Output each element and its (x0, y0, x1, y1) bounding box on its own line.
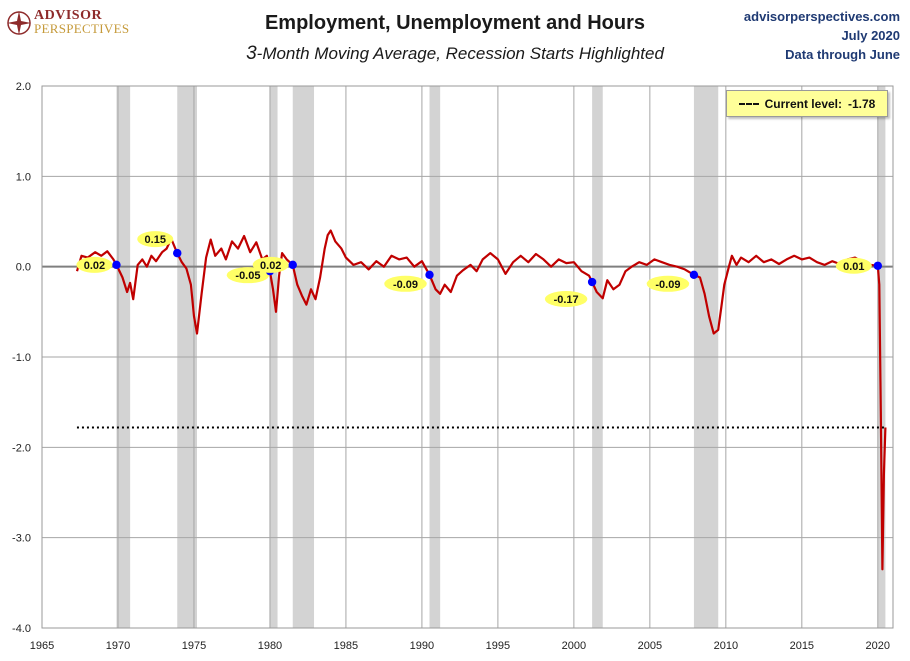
callout-bubble (226, 267, 270, 284)
x-axis-ticks: 1965 1970 1975 1980 1985 1990 1995 2000 2005 2010… (30, 640, 890, 652)
y-tick-label: 1.0 (16, 171, 31, 183)
callout-label: 0.02 (260, 260, 281, 272)
x-tick-label: 1970 (106, 640, 130, 652)
x-tick-label: 1980 (258, 640, 282, 652)
compass-rose-icon (7, 11, 31, 35)
callout-bubble (137, 231, 174, 248)
x-tick-label: 1995 (486, 640, 510, 652)
recession-start-marker (112, 260, 121, 270)
callout-bubble (646, 275, 690, 292)
series-line (75, 229, 887, 571)
source-block: advisorperspectives.com July 2020 Data t… (744, 7, 900, 64)
callout-label: -0.05 (235, 270, 260, 282)
source-site: advisorperspectives.com (743, 9, 900, 24)
x-tick-label: 2020 (866, 640, 890, 652)
callout-bubble (544, 291, 588, 308)
legend: Current level: -1.78 (726, 90, 888, 117)
callout-bubble (384, 275, 427, 292)
recession-start-marker (689, 270, 699, 279)
y-tick-label: -1.0 (12, 352, 31, 364)
callout-bubble (252, 256, 289, 273)
x-tick-label: 2015 (790, 640, 814, 652)
x-tick-label: 1965 (30, 640, 54, 652)
x-tick-label: 2010 (714, 640, 738, 652)
logo-word-perspectives: PERSPECTIVES (34, 21, 130, 36)
source-date: July 2020 (841, 28, 900, 43)
chart-title: Employment, Unemployment and Hours (264, 12, 646, 34)
legend-label: Current level: (764, 96, 842, 111)
recession-start-marker (288, 260, 297, 270)
x-tick-label: 1990 (410, 640, 434, 652)
y-tick-label: -2.0 (12, 442, 31, 454)
y-tick-label: -4.0 (12, 623, 31, 635)
recession-start-callouts: 0.020.15-0.050.02-0.09-0.17-0.090.01 (76, 231, 883, 308)
recession-start-marker (873, 261, 883, 270)
callout-bubble (76, 256, 113, 273)
subtitle-lead: 3 (246, 43, 257, 64)
y-axis-ticks: 2.0 1.0 0.0 -1.0 -2.0 -3.0 -4.0 (12, 81, 31, 635)
x-tick-label: 2000 (562, 640, 586, 652)
x-tick-label: 1985 (334, 640, 358, 652)
y-tick-label: -3.0 (12, 533, 31, 545)
callout-bubble (835, 257, 872, 274)
source-note: Data through June (785, 47, 900, 62)
chart-subtitle: 3-Month Moving Average, Recession Starts… (0, 43, 910, 65)
callout-label: -0.09 (655, 279, 680, 291)
x-tick-label: 1975 (182, 640, 206, 652)
advisor-perspectives-logo: ADVISOR PERSPECTIVES (6, 8, 146, 38)
grid-lines (41, 85, 893, 629)
callout-label: 0.01 (843, 261, 864, 273)
y-tick-label: 0.0 (16, 262, 31, 274)
legend-value: -1.78 (848, 96, 876, 111)
y-tick-label: 2.0 (16, 81, 31, 93)
callout-label: 0.02 (84, 260, 105, 272)
plot-frame (41, 85, 894, 629)
recession-start-marker (587, 277, 597, 287)
recession-start-marker (425, 270, 434, 279)
subtitle-rest: -Month Moving Average, Recession Starts … (256, 44, 664, 63)
callout-label: -0.17 (554, 294, 579, 306)
x-tick-label: 2005 (638, 640, 662, 652)
callout-label: 0.15 (145, 234, 166, 246)
callout-label: -0.09 (393, 279, 418, 291)
recession-start-marker (173, 248, 182, 258)
legend-dashed-line-icon (738, 102, 759, 105)
logo-word-advisor: ADVISOR (34, 8, 103, 23)
